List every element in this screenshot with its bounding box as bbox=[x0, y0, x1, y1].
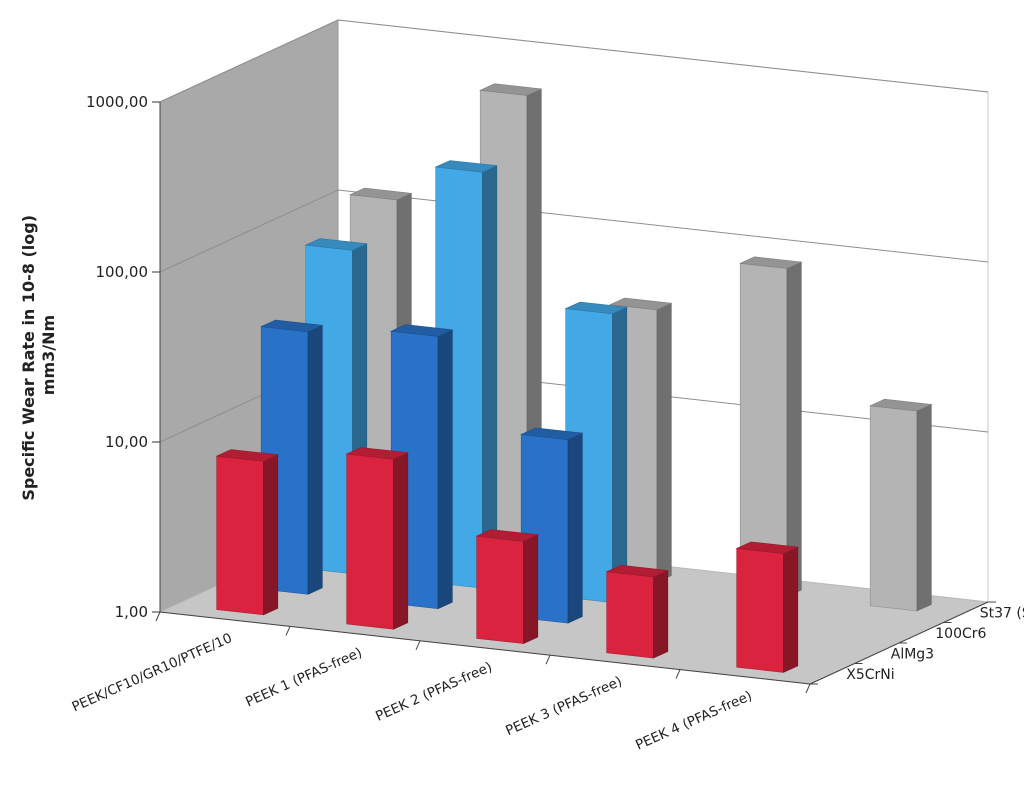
bar-front-face bbox=[216, 455, 264, 616]
x-tick-mark bbox=[155, 611, 161, 622]
x-tick-label: PEEK/CF10/GR10/PTFE/10 bbox=[70, 630, 235, 715]
bar-st37-s235- bbox=[739, 256, 803, 597]
bar-top-face bbox=[609, 297, 673, 311]
bar-front-face bbox=[476, 535, 524, 644]
bar-top-face bbox=[739, 256, 803, 269]
chart-axes bbox=[152, 101, 996, 694]
bar-side-face bbox=[656, 302, 672, 583]
bar-top-face bbox=[349, 187, 413, 201]
y-tick-label: 1000,00 bbox=[86, 93, 148, 111]
gridline bbox=[159, 189, 989, 273]
bar-top-face bbox=[735, 541, 799, 554]
bar-top-face bbox=[605, 564, 669, 578]
y-tick-label: 1,00 bbox=[115, 603, 148, 621]
x-tick-mark bbox=[805, 683, 811, 694]
y-axis-title-line2: mm3/Nm bbox=[39, 315, 58, 395]
y-axis-title-line1: Specific Wear Rate in 10-8 (log) bbox=[19, 215, 38, 501]
bar-x5crni bbox=[215, 449, 279, 616]
bar-x5crni bbox=[605, 564, 669, 659]
bar-side-face bbox=[653, 569, 669, 659]
bar-front-face bbox=[606, 571, 654, 659]
x-tick-label: PEEK 3 (PFAS-free) bbox=[503, 673, 624, 739]
x-tick-mark bbox=[415, 640, 421, 651]
x-tick-label: PEEK 4 (PFAS-free) bbox=[633, 688, 754, 754]
y-tick-label: 100,00 bbox=[96, 263, 149, 281]
bar-top-face bbox=[475, 529, 539, 542]
bar-top-face bbox=[215, 449, 279, 462]
series-label: AlMg3 bbox=[891, 646, 934, 662]
x-tick-mark bbox=[675, 669, 681, 679]
bar-st37-s235- bbox=[869, 398, 933, 612]
bar-side-face bbox=[437, 329, 453, 610]
bar-front-face bbox=[346, 453, 394, 630]
x-tick-mark bbox=[545, 654, 551, 665]
bar-top-face bbox=[345, 447, 409, 460]
y-axis-title: Specific Wear Rate in 10-8 (log) mm3/Nm bbox=[19, 209, 58, 500]
bar-top-face bbox=[434, 160, 498, 173]
bar-side-face bbox=[482, 165, 498, 589]
bar-side-face bbox=[263, 454, 279, 616]
bar-top-face bbox=[260, 319, 324, 333]
gridline bbox=[159, 19, 989, 103]
bar-front-face bbox=[869, 405, 918, 612]
bar-top-face bbox=[304, 238, 368, 251]
bar-side-face bbox=[307, 324, 323, 595]
bar-side-face bbox=[567, 432, 583, 624]
bar-top-face bbox=[869, 398, 933, 412]
x-tick-label: PEEK 1 (PFAS-free) bbox=[243, 645, 364, 711]
bar-side-face bbox=[783, 546, 799, 673]
bar-top-face bbox=[390, 324, 454, 337]
x-tick-label: PEEK 2 (PFAS-free) bbox=[373, 659, 494, 725]
bar-top-face bbox=[564, 301, 628, 315]
bar-side-face bbox=[612, 306, 628, 604]
series-label: X5CrNi bbox=[846, 667, 894, 683]
bar-side-face bbox=[916, 403, 932, 612]
bar-side-face bbox=[523, 534, 539, 645]
x-tick-mark bbox=[285, 626, 291, 636]
bar-top-face bbox=[520, 427, 584, 441]
bar-top-face bbox=[479, 83, 543, 96]
bar-x5crni bbox=[345, 447, 409, 630]
x-axis-line bbox=[159, 611, 811, 685]
series-label: 100Cr6 bbox=[935, 626, 986, 642]
bar-side-face bbox=[393, 452, 409, 630]
series-label: St37 (S235) bbox=[980, 605, 1024, 621]
bar-front-face bbox=[736, 548, 784, 673]
chart-bars bbox=[215, 83, 933, 673]
y-tick-label: 10,00 bbox=[105, 433, 148, 451]
bar-x5crni bbox=[735, 541, 799, 673]
bar-x5crni bbox=[475, 529, 539, 645]
